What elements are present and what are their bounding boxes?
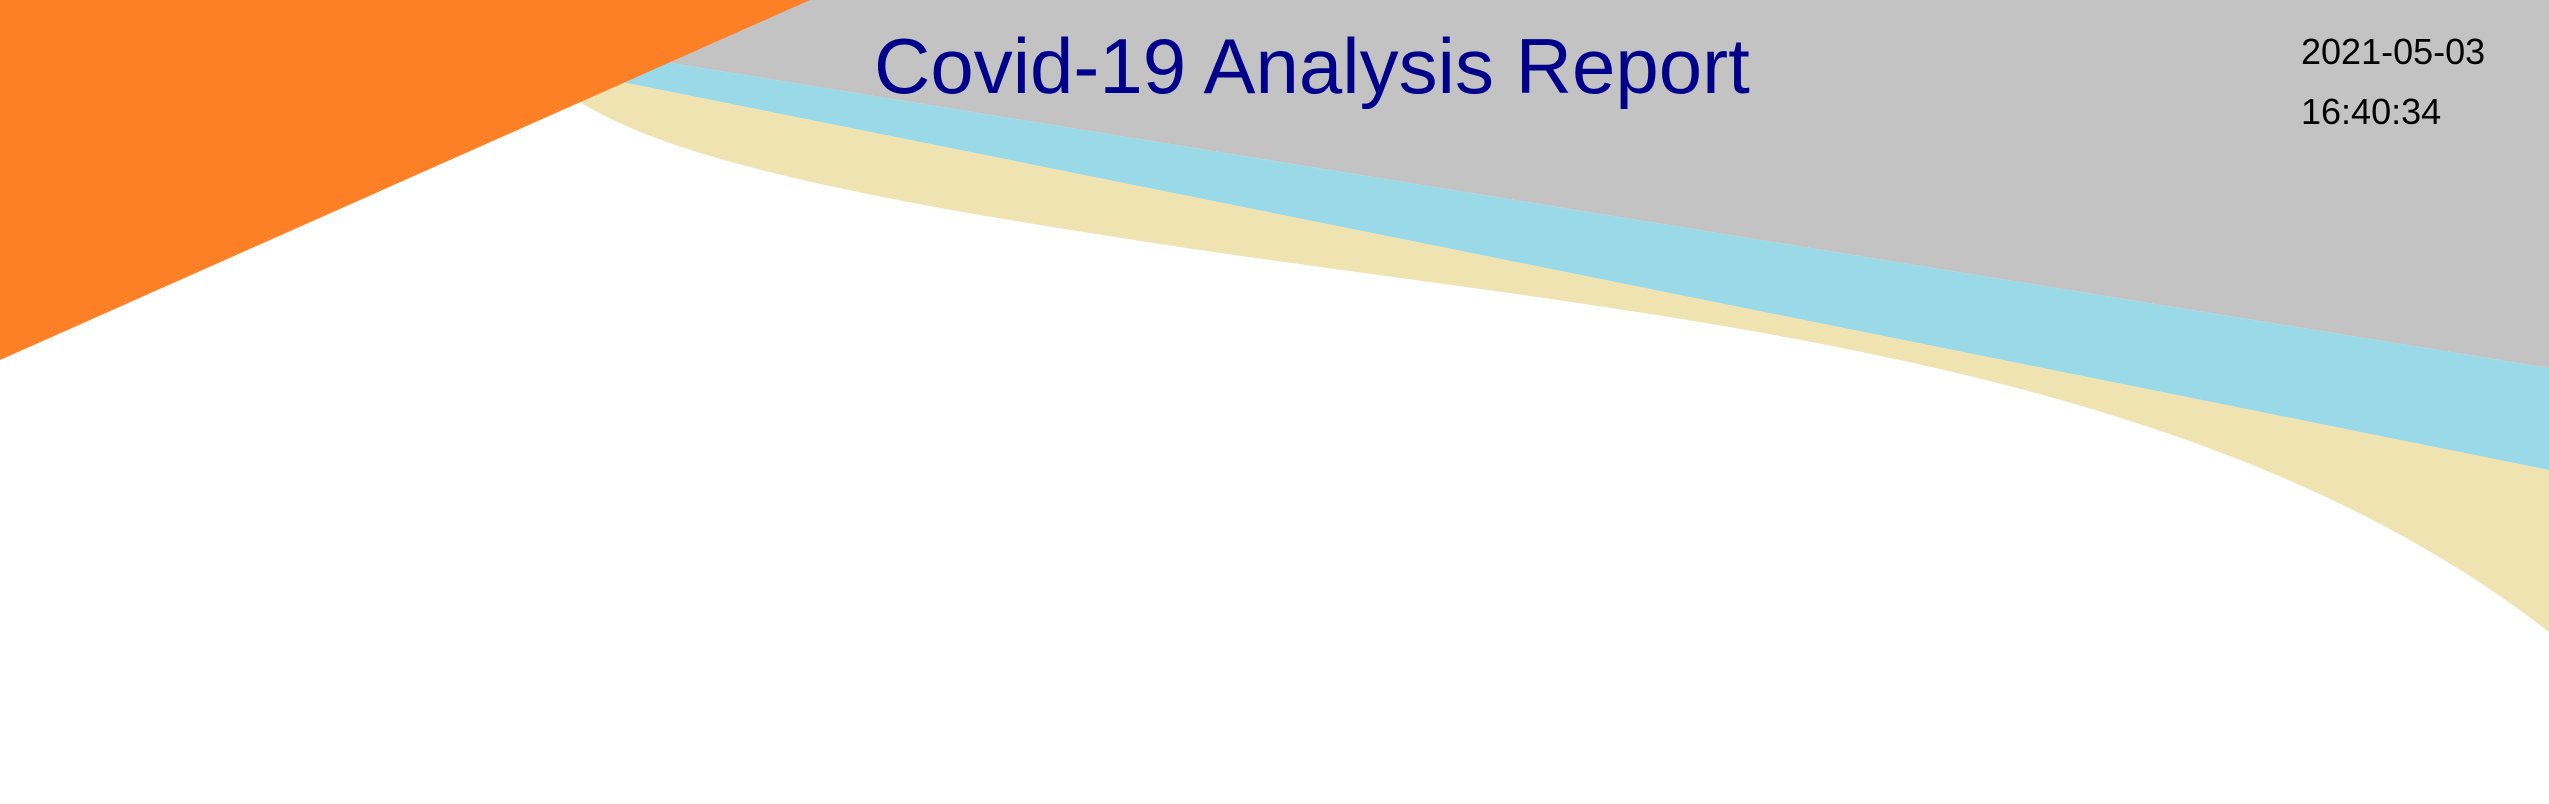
report-title: Covid-19 Analysis Report: [874, 22, 1750, 110]
blue-header-band: [612, 58, 2549, 470]
orange-corner-triangle: [0, 0, 810, 360]
report-date: 2021-05-03: [2301, 31, 2486, 72]
tan-header-band: [580, 80, 2549, 632]
gray-header-band: [600, 0, 2549, 368]
report-time: 16:40:34: [2301, 91, 2442, 132]
